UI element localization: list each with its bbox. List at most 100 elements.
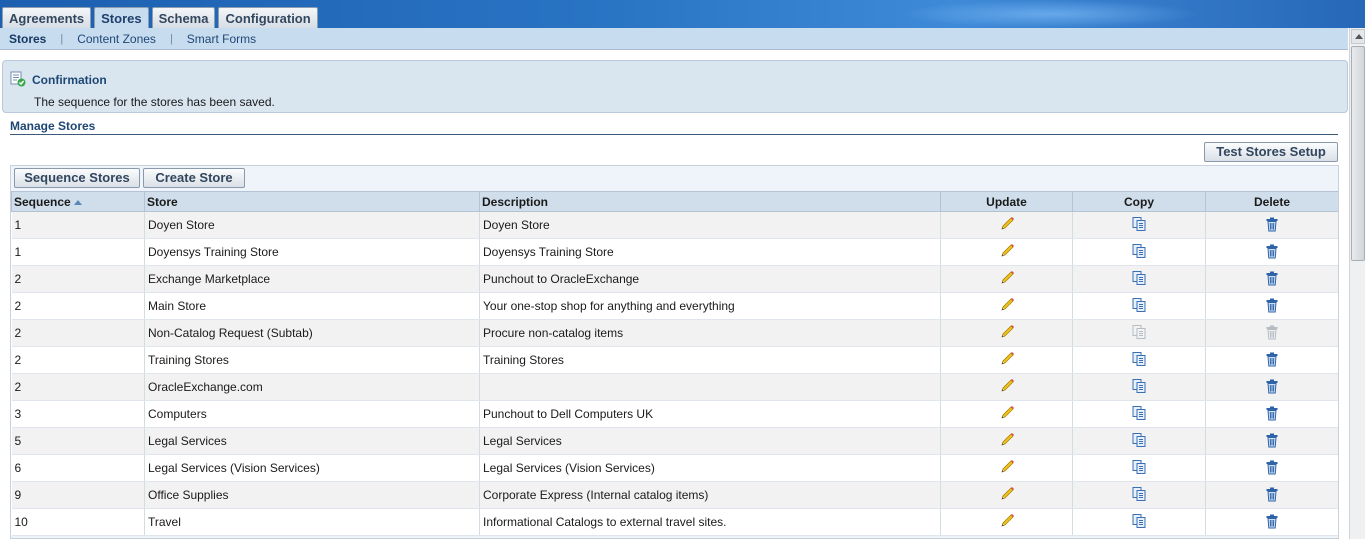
copy-icon[interactable] [1131,297,1147,316]
cell-update [940,427,1073,455]
cell-description [479,373,941,401]
copy-icon[interactable] [1131,459,1147,478]
trash-icon[interactable] [1264,297,1280,316]
table-row: 2 Exchange Marketplace Punchout to OracleE… [11,265,1338,293]
cell-delete [1205,373,1338,401]
cell-sequence: 5 [11,427,145,455]
pencil-icon[interactable] [999,432,1015,451]
copy-icon[interactable] [1131,270,1147,289]
cell-delete [1205,427,1338,455]
column-header-sequence[interactable]: Sequence [11,191,145,212]
confirmation-box: Confirmation The sequence for the stores… [2,60,1348,113]
top-banner: Agreements Stores Schema Configuration [0,0,1365,28]
copy-icon[interactable] [1131,243,1147,262]
subnav-content-zones[interactable]: Content Zones [77,31,156,46]
cell-delete [1205,292,1338,320]
trash-icon [1264,324,1280,343]
column-header-copy: Copy [1072,191,1206,212]
pencil-icon[interactable] [999,351,1015,370]
cell-store: Main Store [144,292,480,320]
pencil-icon[interactable] [999,486,1015,505]
pencil-icon[interactable] [999,270,1015,289]
tab-configuration[interactable]: Configuration [218,7,318,28]
vertical-scrollbar[interactable] [1349,28,1365,539]
copy-icon[interactable] [1131,405,1147,424]
confirmation-title: Confirmation [32,73,107,87]
table-toolbar: Sequence Stores Create Store [11,166,1338,191]
table-header-row: Sequence Store Description Update Copy D… [11,191,1338,212]
cell-copy [1072,265,1206,293]
pencil-icon[interactable] [999,297,1015,316]
trash-icon[interactable] [1264,432,1280,451]
tab-schema[interactable]: Schema [151,7,216,28]
subnav-smart-forms[interactable]: Smart Forms [186,31,257,46]
trash-icon[interactable] [1264,405,1280,424]
trash-icon[interactable] [1264,378,1280,397]
copy-icon[interactable] [1131,216,1147,235]
copy-icon[interactable] [1131,378,1147,397]
cell-delete [1205,265,1338,293]
cell-sequence: 2 [11,373,145,401]
scroll-up-arrow-icon[interactable] [1351,29,1365,44]
cell-sequence: 1 [11,238,145,266]
copy-icon [1131,324,1147,343]
pencil-icon[interactable] [999,459,1015,478]
subnav-stores[interactable]: Stores [9,31,47,46]
pencil-icon[interactable] [999,405,1015,424]
cell-store: OracleExchange.com [144,373,480,401]
pencil-icon[interactable] [999,243,1015,262]
cell-copy [1072,292,1206,320]
cell-copy [1072,211,1206,239]
copy-icon[interactable] [1131,513,1147,532]
cell-description: Legal Services [479,427,941,455]
trash-icon[interactable] [1264,513,1280,532]
cell-delete [1205,481,1338,509]
trash-icon[interactable] [1264,486,1280,505]
cell-store: Exchange Marketplace [144,265,480,293]
cell-delete [1205,400,1338,428]
trash-icon[interactable] [1264,351,1280,370]
cell-update [940,265,1073,293]
copy-icon[interactable] [1131,351,1147,370]
trash-icon[interactable] [1264,216,1280,235]
tab-agreements[interactable]: Agreements [2,7,92,28]
cell-sequence: 2 [11,319,145,347]
cell-store: Office Supplies [144,481,480,509]
table-row: 2 Main Store Your one-stop shop for anythi… [11,292,1338,320]
section-title: Manage Stores [10,119,96,133]
sequence-stores-button[interactable]: Sequence Stores [14,168,140,188]
subnav-separator: | [169,32,173,45]
cell-store: Travel [144,508,480,536]
cell-copy [1072,508,1206,536]
table-row: 6 Legal Services (Vision Services) Legal S… [11,454,1338,482]
trash-icon[interactable] [1264,243,1280,262]
create-store-button[interactable]: Create Store [143,168,245,188]
cell-update [940,319,1073,347]
pencil-icon[interactable] [999,378,1015,397]
pencil-icon[interactable] [999,513,1015,532]
banner-glow [900,0,1200,28]
test-stores-setup-button[interactable]: Test Stores Setup [1204,142,1338,162]
trash-icon[interactable] [1264,459,1280,478]
scrollbar-thumb[interactable] [1351,46,1365,261]
cell-delete [1205,211,1338,239]
cell-description: Training Stores [479,346,941,374]
table-row: 3 Computers Punchout to Dell Computers UK [11,400,1338,428]
cell-update [940,238,1073,266]
cell-update [940,211,1073,239]
pencil-icon[interactable] [999,216,1015,235]
table-row: 2 Training Stores Training Stores [11,346,1338,374]
cell-sequence: 10 [11,508,145,536]
copy-icon[interactable] [1131,432,1147,451]
cell-store: Non-Catalog Request (Subtab) [144,319,480,347]
trash-icon[interactable] [1264,270,1280,289]
cell-description: Punchout to Dell Computers UK [479,400,941,428]
section-divider [10,134,1338,135]
cell-update [940,346,1073,374]
tab-stores[interactable]: Stores [94,7,149,28]
cell-sequence: 9 [11,481,145,509]
top-tabs: Agreements Stores Schema Configuration [2,7,318,28]
pencil-icon[interactable] [999,324,1015,343]
copy-icon[interactable] [1131,486,1147,505]
cell-copy [1072,481,1206,509]
